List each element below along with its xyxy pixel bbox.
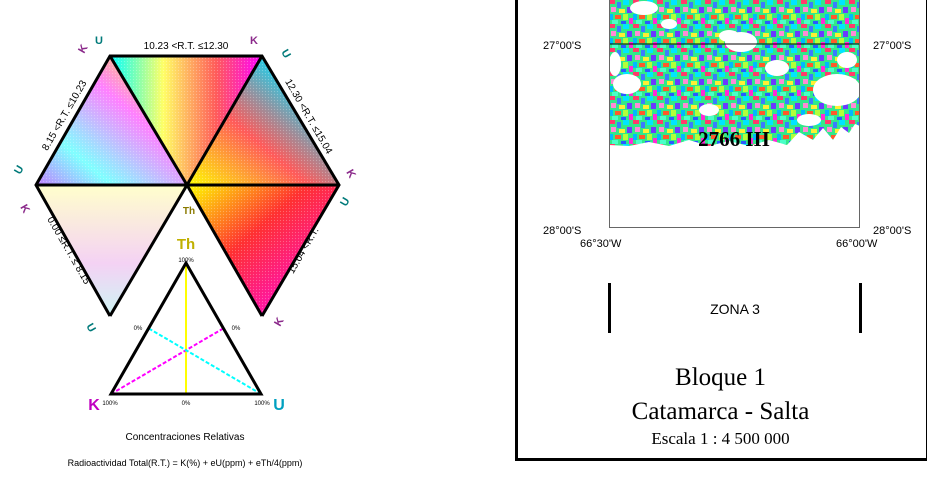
vertex-letter-u: U	[83, 322, 97, 335]
sheet-boundary	[609, 0, 860, 228]
zone-label: ZONA 3	[710, 301, 760, 317]
radiometric-raster	[609, 0, 860, 146]
vertex-letter-k: K	[272, 316, 286, 329]
lon-right: 66°00'W	[836, 238, 878, 250]
sheet-number: 2766 III	[698, 127, 770, 151]
block-title: Bloque 1	[675, 364, 766, 391]
ternary-diagram: Th 100% K U 100% 100% 0% 0% 0%	[88, 236, 285, 414]
lat-top-right: 27°00'S	[873, 40, 912, 52]
region-title: Catamarca - Salta	[631, 398, 810, 425]
ternary-left-pct: 100%	[102, 401, 118, 407]
ternary-right-pct: 100%	[254, 401, 270, 407]
ternary-left-label: K	[88, 397, 100, 414]
legend-caption: Concentraciones Relativas	[126, 432, 245, 443]
radioactivity-formula: Radioactividad Total(R.T.) = K(%) + eU(p…	[68, 458, 303, 468]
sector-hex-lower-left	[36, 185, 187, 316]
lat-bottom-left: 28°00'S	[543, 225, 582, 237]
vertex-letter-u: U	[12, 164, 26, 177]
sector-label-top: 10.23 <R.T. ≤12.30	[144, 41, 229, 52]
hexagon-outline	[34, 54, 341, 317]
zone-bar-right	[859, 283, 862, 333]
raster-gaps	[609, 1, 860, 126]
vertex-letter-k: K	[343, 168, 357, 181]
ternary-top-label: Th	[177, 236, 195, 253]
vertex-letter-u: U	[95, 35, 103, 47]
lon-left: 66°30'W	[580, 238, 622, 250]
center-th-label: Th	[183, 206, 195, 217]
scale-label: Escala 1 : 4 500 000	[651, 429, 790, 448]
ternary-left-0pct: 0%	[134, 326, 143, 332]
map-sheet: 2766 III	[609, 0, 860, 228]
lat-bottom-right: 28°00'S	[873, 225, 912, 237]
ternary-bottom-0pct: 0%	[182, 401, 191, 407]
radiometric-legend: 10.23 <R.T. ≤12.30 12.30 <R.T. ≤15.04 15…	[12, 35, 358, 468]
zone-bar-left	[608, 283, 611, 333]
vertex-letter-u: U	[338, 196, 352, 209]
vertex-letter-u: U	[278, 48, 292, 61]
ternary-right-label: U	[273, 397, 285, 414]
vertex-letter-k: K	[250, 35, 258, 47]
lat-top-left: 27°00'S	[543, 40, 582, 52]
vertex-letter-k: K	[17, 203, 31, 216]
ternary-right-0pct: 0%	[232, 326, 241, 332]
vertex-letter-k: K	[76, 43, 90, 56]
